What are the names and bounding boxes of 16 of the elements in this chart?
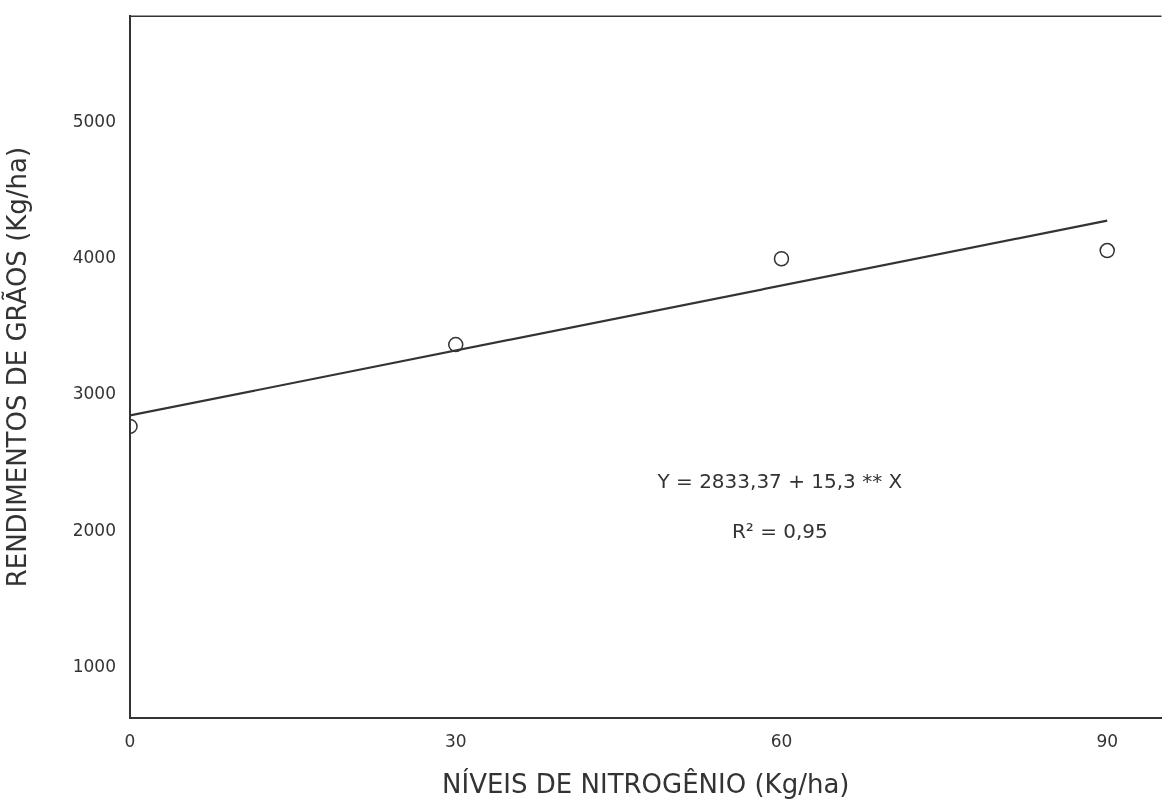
x-tick-label: 30: [444, 730, 467, 751]
annotation: Y = 2833,37 + 15,3 ** X: [656, 469, 903, 494]
y-axis-title: RENDIMENTOS DE GRÃOS (Kg/ha): [1, 146, 33, 588]
x-axis-title: NÍVEIS DE NITROGÊNIO (Kg/ha): [442, 768, 850, 800]
y-tick-label: 1000: [72, 656, 116, 676]
point: [447, 336, 464, 353]
x-tick-label: 60: [770, 730, 793, 751]
x-tick-label: 90: [1096, 730, 1119, 751]
y-tick-label: 2000: [72, 519, 116, 540]
x-tick-label: 0: [124, 730, 136, 751]
point: [1099, 242, 1115, 259]
y-tick-label: 4000: [72, 247, 116, 268]
y-tick-label: 5000: [72, 110, 116, 131]
annotation: R² = 0,95: [731, 519, 828, 544]
y-tick-label: 3000: [72, 383, 116, 404]
point: [773, 251, 790, 267]
